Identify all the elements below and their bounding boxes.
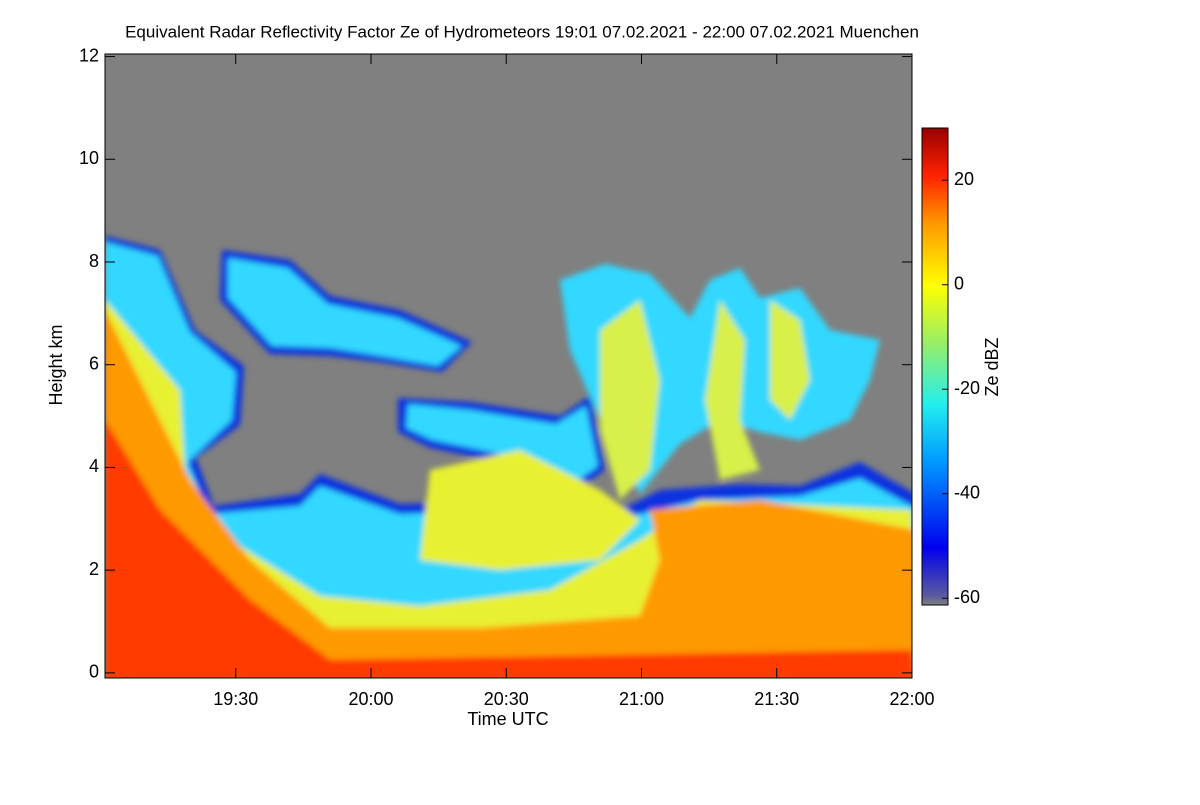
x-axis-label: Time UTC bbox=[467, 709, 548, 729]
y-axis-label: Height km bbox=[46, 324, 66, 405]
colorbar-tick-label: -40 bbox=[954, 482, 980, 502]
x-tick-label: 22:00 bbox=[889, 689, 934, 709]
chart-title: Equivalent Radar Reflectivity Factor Ze … bbox=[125, 22, 919, 41]
plot-frame bbox=[104, 53, 913, 679]
x-tick-label: 20:30 bbox=[484, 689, 529, 709]
colorbar-tick-label: -60 bbox=[954, 587, 980, 607]
colorbar-tick-label: 0 bbox=[954, 273, 964, 293]
y-tick-label: 2 bbox=[89, 559, 99, 579]
y-tick-label: 6 bbox=[89, 353, 99, 373]
reflectivity-field bbox=[105, 54, 912, 678]
y-tick-label: 8 bbox=[89, 251, 99, 271]
y-tick-label: 4 bbox=[89, 456, 99, 476]
x-tick-label: 21:30 bbox=[754, 689, 799, 709]
colorbar bbox=[921, 127, 949, 606]
colorbar-label: Ze dBZ bbox=[982, 337, 1002, 396]
colorbar-tick-label: -20 bbox=[954, 378, 980, 398]
colorbar-tick-label: 20 bbox=[954, 169, 974, 189]
x-tick-label: 21:00 bbox=[619, 689, 664, 709]
y-tick-label: 0 bbox=[89, 662, 99, 682]
y-tick-label: 12 bbox=[79, 45, 99, 65]
x-tick-label: 19:30 bbox=[213, 689, 258, 709]
x-tick-label: 20:00 bbox=[348, 689, 393, 709]
echo-shapes bbox=[105, 236, 912, 678]
y-tick-label: 10 bbox=[79, 148, 99, 168]
